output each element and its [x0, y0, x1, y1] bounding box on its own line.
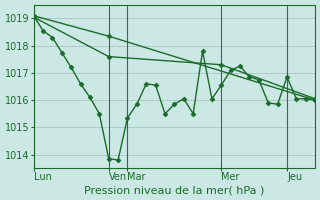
X-axis label: Pression niveau de la mer( hPa ): Pression niveau de la mer( hPa )	[84, 185, 265, 195]
